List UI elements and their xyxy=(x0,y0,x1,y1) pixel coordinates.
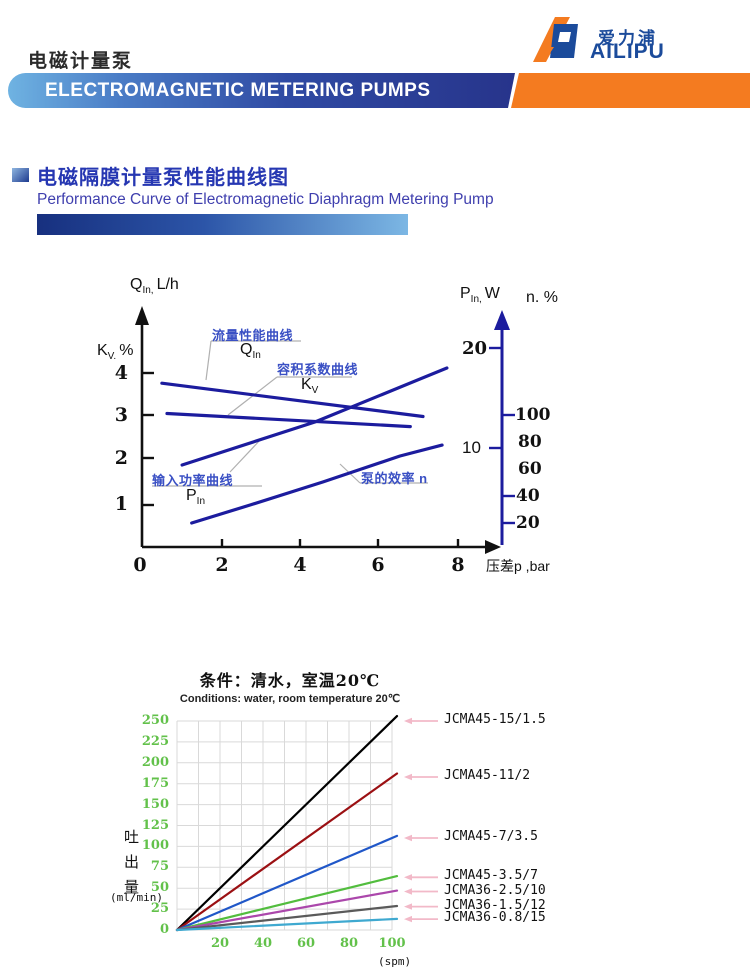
section-bullet-icon xyxy=(12,168,29,182)
left-axis-side-label: KV.% xyxy=(97,342,134,363)
section-title-zh: 电磁隔膜计量泵性能曲线图 xyxy=(37,167,289,189)
y-tick-label: 4 xyxy=(114,362,128,384)
curve-flow-performance xyxy=(160,381,425,419)
legend-connector-arrow-icon xyxy=(404,874,412,881)
section-title-en: Performance Curve of Electromagnetic Dia… xyxy=(37,191,494,208)
chart2-condition-zh: 条件：清水，室温20℃ xyxy=(199,671,381,690)
x-tick-label: 6 xyxy=(371,554,385,576)
y-tick-label: 3 xyxy=(114,404,128,426)
chart2-y-tick-label: 200 xyxy=(141,755,169,770)
chart2-y-tick-label: 125 xyxy=(141,818,169,833)
chart2-y-tick-label: 100 xyxy=(141,838,169,853)
legend-connector-arrow-icon xyxy=(404,888,412,895)
curve-input-power xyxy=(180,366,449,467)
chart2-y-tick-label: 0 xyxy=(159,922,169,937)
right-axis-efficiency-label: n. % xyxy=(526,289,559,306)
n-tick-label: 20 xyxy=(516,513,540,533)
chart2-y-tick-label: 250 xyxy=(141,713,169,728)
n-tick-label: 100 xyxy=(515,405,551,425)
n-tick-label: 60 xyxy=(518,459,542,479)
chart2-condition-en: Conditions: water, room temperature 20℃ xyxy=(179,693,401,705)
x-axis-label: 压差p ,bar xyxy=(486,558,550,574)
curve-label-efficiency: 泵的效率 n xyxy=(361,471,428,486)
chart2-y-tick-label: 175 xyxy=(141,776,169,791)
model-line-JCMA45-7/3.5 xyxy=(175,834,399,932)
chart2-xlabel-unit: (spm) xyxy=(378,955,412,968)
curve-volumetric-coefficient xyxy=(165,411,412,429)
banner-blue-stripe xyxy=(8,73,515,108)
x-tick-label: 0 xyxy=(133,554,147,576)
chart2-y-tick-label: 25 xyxy=(150,901,169,916)
curve-symbol-volumetric: KV xyxy=(301,376,319,397)
legend-connector-arrow-icon xyxy=(404,915,412,923)
label-leader-lines xyxy=(152,340,428,487)
chart2-ylabel-char: 吐 xyxy=(124,828,140,846)
right-axis-power-label: PIn, W xyxy=(460,285,500,306)
chart2-y-tick-label: 225 xyxy=(141,734,169,749)
model-line-JCMA36-2.5/10 xyxy=(175,889,399,932)
legend-connector-arrow-icon xyxy=(404,717,412,725)
legend-model-label: JCMA45-7/3.5 xyxy=(444,829,538,844)
chart2-x-tick-label: 100 xyxy=(378,936,406,951)
x-tick-label: 2 xyxy=(215,554,229,576)
model-line-JCMA36-0.8/15 xyxy=(175,917,399,932)
banner-title: ELECTROMAGNETIC METERING PUMPS xyxy=(45,80,431,101)
page-title: 电磁计量泵 xyxy=(28,51,134,72)
chart2-x-tick-label: 80 xyxy=(339,936,359,951)
model-line-JCMA45-11/2 xyxy=(175,772,399,932)
n-tick-label: 40 xyxy=(516,486,540,506)
legend-model-label: JCMA36-2.5/10 xyxy=(444,883,546,898)
n-tick-label: 80 xyxy=(518,432,542,452)
legend-connector-arrow-icon xyxy=(404,903,412,910)
p-tick-label: 10 xyxy=(462,438,481,457)
chart2-y-tick-label: 150 xyxy=(141,797,169,812)
performance-curve-chart xyxy=(135,306,515,554)
chart2-y-tick-label: 50 xyxy=(150,880,169,895)
curve-label-power: 输入功率曲线 xyxy=(152,473,234,488)
legend-connector-arrow-icon xyxy=(404,773,412,781)
model-line-JCMA45-15/1.5 xyxy=(175,715,399,932)
model-line-JCMA45-3.5/7 xyxy=(175,875,399,932)
x-tick-label: 4 xyxy=(293,554,307,576)
chart2-y-tick-label: 75 xyxy=(150,859,169,874)
p-tick-label: 20 xyxy=(462,338,488,359)
y-tick-label: 2 xyxy=(114,447,128,469)
logo-name-en: AILIPU xyxy=(590,40,665,63)
left-axis-top-label: QIn, L/h xyxy=(130,276,179,297)
chart2-ylabel-char: 出 xyxy=(124,853,140,871)
curve-label-volumetric: 容积系数曲线 xyxy=(277,362,359,377)
chart2-ylabel-char: 量 xyxy=(124,878,140,896)
flow-rate-chart xyxy=(175,715,438,932)
chart2-ylabel-unit: (ml/min) xyxy=(110,891,163,904)
legend-connector-arrow-icon xyxy=(404,834,412,842)
ailipu-logo-icon xyxy=(533,17,578,62)
curve-symbol-power: PIn xyxy=(186,487,206,508)
legend-model-label: JCMA36-0.8/15 xyxy=(444,910,546,925)
legend-model-label: JCMA45-3.5/7 xyxy=(444,868,538,883)
curve-label-flow: 流量性能曲线 xyxy=(212,328,294,343)
chart2-x-tick-label: 40 xyxy=(253,936,273,951)
legend-model-label: JCMA45-11/2 xyxy=(444,768,531,783)
curve-symbol-flow: QIn xyxy=(240,341,261,362)
x-tick-label: 8 xyxy=(451,554,465,576)
curve-pump-efficiency xyxy=(190,443,444,525)
y-tick-label: 1 xyxy=(114,493,128,515)
section-gradient-bar xyxy=(37,214,408,235)
banner-orange-stripe xyxy=(511,73,750,108)
legend-model-label: JCMA45-15/1.5 xyxy=(444,712,546,727)
logo-name-zh: 爱力浦 xyxy=(598,29,658,48)
chart2-x-tick-label: 60 xyxy=(296,936,316,951)
legend-model-label: JCMA36-1.5/12 xyxy=(444,898,546,913)
chart2-x-tick-label: 20 xyxy=(210,936,230,951)
model-line-JCMA36-1.5/12 xyxy=(175,904,399,932)
